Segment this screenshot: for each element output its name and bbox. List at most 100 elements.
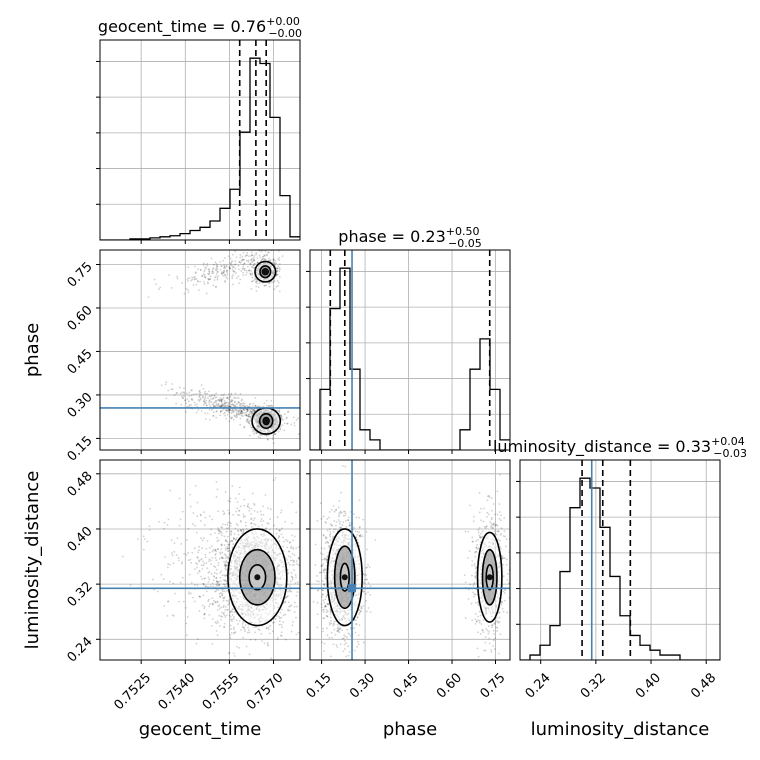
scatter-luminosity-distance-vs-geocent-time-point — [275, 532, 278, 535]
scatter-phase-vs-geocent-time-panel — [99, 243, 301, 451]
scatter-luminosity-distance-vs-geocent-time-point — [231, 610, 234, 613]
scatter-phase-vs-geocent-time-point — [254, 262, 256, 265]
scatter-phase-vs-geocent-time-point — [209, 405, 212, 408]
scatter-luminosity-distance-vs-geocent-time-point — [187, 559, 190, 562]
scatter-luminosity-distance-vs-geocent-time-point — [245, 524, 247, 527]
hist-luminosity-distance-bin-10 — [620, 616, 630, 660]
scatter-luminosity-distance-vs-geocent-time-point — [216, 580, 218, 583]
scatter-phase-vs-geocent-time-point — [262, 405, 265, 408]
scatter-luminosity-distance-vs-geocent-time-point — [201, 547, 204, 549]
hist-geocent-time-bin-10 — [200, 227, 210, 240]
scatter-phase-vs-geocent-time-point — [238, 261, 241, 264]
scatter-luminosity-distance-vs-phase-point — [361, 535, 364, 538]
scatter-phase-vs-geocent-time-point — [247, 416, 250, 418]
scatter-luminosity-distance-vs-geocent-time-point — [148, 529, 151, 532]
scatter-luminosity-distance-vs-geocent-time-point — [305, 587, 307, 589]
scatter-luminosity-distance-vs-phase-point — [358, 611, 361, 614]
scatter-phase-vs-geocent-time-point — [245, 273, 248, 276]
scatter-luminosity-distance-vs-geocent-time-point — [268, 632, 271, 635]
scatter-luminosity-distance-vs-phase-point — [344, 635, 347, 638]
scatter-luminosity-distance-vs-geocent-time-point — [229, 624, 232, 627]
scatter-luminosity-distance-vs-geocent-time-point — [301, 548, 303, 550]
scatter-phase-vs-geocent-time-point — [228, 411, 231, 414]
scatter-phase-vs-geocent-time-point — [165, 397, 168, 400]
scatter-luminosity-distance-vs-geocent-time-point — [280, 631, 283, 634]
scatter-phase-vs-geocent-time-point — [206, 397, 209, 399]
scatter-phase-vs-geocent-time-point — [224, 273, 227, 276]
scatter-luminosity-distance-vs-geocent-time-point — [220, 618, 223, 621]
scatter-luminosity-distance-vs-geocent-time-point — [233, 631, 236, 634]
scatter-luminosity-distance-vs-phase-point — [360, 607, 363, 610]
scatter-phase-vs-geocent-time-point — [293, 424, 296, 427]
scatter-phase-vs-geocent-time-point — [243, 262, 246, 265]
scatter-phase-vs-geocent-time-point — [219, 397, 222, 400]
scatter-phase-vs-geocent-time-point — [262, 255, 265, 258]
scatter-luminosity-distance-vs-geocent-time-point — [226, 564, 229, 567]
scatter-phase-vs-geocent-time-point — [287, 411, 289, 413]
scatter-luminosity-distance-vs-geocent-time-point — [202, 594, 205, 597]
hist-geocent-time-bin-17 — [270, 117, 280, 240]
scatter-phase-vs-geocent-time-point — [232, 418, 235, 421]
scatter-luminosity-distance-vs-phase-point — [363, 582, 366, 585]
scatter-phase-vs-geocent-time-point — [230, 399, 233, 401]
scatter-luminosity-distance-vs-geocent-time-point — [221, 551, 224, 554]
scatter-phase-vs-geocent-time-frame — [99, 249, 301, 451]
scatter-luminosity-distance-vs-geocent-time-point — [288, 541, 291, 544]
scatter-phase-vs-geocent-time-point — [261, 256, 264, 258]
scatter-luminosity-distance-vs-geocent-time-point — [244, 515, 246, 518]
scatter-luminosity-distance-vs-geocent-time-point — [288, 563, 291, 566]
scatter-phase-vs-geocent-time-point — [269, 243, 271, 245]
scatter-luminosity-distance-vs-geocent-time-point — [218, 557, 221, 560]
scatter-phase-vs-geocent-time-point — [235, 256, 238, 259]
scatter-phase-vs-geocent-time-point — [197, 409, 200, 411]
scatter-luminosity-distance-vs-geocent-time-point — [175, 554, 178, 557]
scatter-luminosity-distance-vs-geocent-time-point — [208, 598, 210, 601]
scatter-luminosity-distance-vs-geocent-time-point — [203, 562, 206, 565]
scatter-luminosity-distance-vs-phase-point — [326, 603, 329, 605]
scatter-phase-vs-geocent-time-point — [258, 254, 261, 257]
scatter-phase-vs-geocent-time-point — [242, 404, 245, 407]
hist-phase-bars — [320, 268, 510, 450]
scatter-luminosity-distance-vs-geocent-time-point — [234, 538, 237, 541]
scatter-phase-vs-geocent-time-point — [266, 438, 269, 441]
scatter-phase-vs-geocent-time-point — [185, 288, 188, 290]
scatter-luminosity-distance-vs-geocent-time-point — [229, 525, 232, 527]
scatter-luminosity-distance-vs-geocent-time-point — [234, 497, 237, 500]
scatter-luminosity-distance-vs-geocent-time-point — [178, 524, 181, 527]
scatter-phase-vs-geocent-time-point — [235, 405, 238, 408]
scatter-phase-vs-geocent-time-point — [292, 416, 295, 419]
scatter-luminosity-distance-vs-geocent-time-point — [216, 580, 218, 583]
scatter-phase-vs-geocent-time-point — [184, 399, 187, 402]
scatter-luminosity-distance-vs-geocent-time-point — [223, 604, 225, 607]
scatter-phase-vs-geocent-time-point — [212, 267, 215, 269]
scatter-phase-vs-geocent-time-point — [204, 276, 206, 279]
scatter-luminosity-distance-vs-phase-point — [339, 510, 342, 513]
scatter-phase-vs-geocent-time-point — [227, 393, 230, 396]
hist-geocent-time-bin-14 — [240, 132, 250, 240]
scatter-luminosity-distance-vs-geocent-time-point — [225, 574, 228, 577]
scatter-luminosity-distance-vs-geocent-time-point — [181, 561, 183, 564]
scatter-phase-vs-geocent-time-point — [191, 397, 193, 400]
scatter-luminosity-distance-vs-geocent-time-point — [235, 536, 238, 539]
scatter-phase-vs-geocent-time-point — [207, 277, 210, 280]
scatter-phase-vs-geocent-time-point — [278, 259, 281, 262]
scatter-luminosity-distance-vs-geocent-time-point — [200, 564, 203, 566]
scatter-phase-vs-geocent-time-point — [188, 404, 191, 406]
scatter-luminosity-distance-vs-geocent-time-point — [210, 572, 213, 575]
scatter-luminosity-distance-vs-geocent-time-point — [234, 527, 237, 530]
scatter-luminosity-distance-vs-geocent-time-point — [236, 524, 239, 527]
hist-geocent-time-frame — [99, 39, 301, 241]
scatter-phase-vs-geocent-time-point — [208, 272, 211, 275]
scatter-phase-vs-geocent-time-point — [229, 405, 232, 408]
scatter-phase-vs-geocent-time-point — [253, 247, 255, 249]
scatter-luminosity-distance-vs-phase-point — [321, 589, 324, 592]
scatter-phase-vs-geocent-time-point — [223, 267, 225, 270]
scatter-phase-vs-geocent-time-point — [210, 409, 213, 411]
scatter-phase-vs-geocent-time-point — [207, 278, 210, 281]
scatter-phase-vs-geocent-time-point — [187, 400, 190, 403]
scatter-phase-vs-geocent-time-point — [215, 273, 218, 275]
scatter-luminosity-distance-vs-geocent-time-point — [171, 614, 174, 617]
scatter-phase-vs-geocent-time-point — [215, 416, 218, 419]
scatter-luminosity-distance-vs-geocent-time-point — [221, 574, 224, 577]
scatter-phase-vs-geocent-time-point — [229, 262, 232, 265]
